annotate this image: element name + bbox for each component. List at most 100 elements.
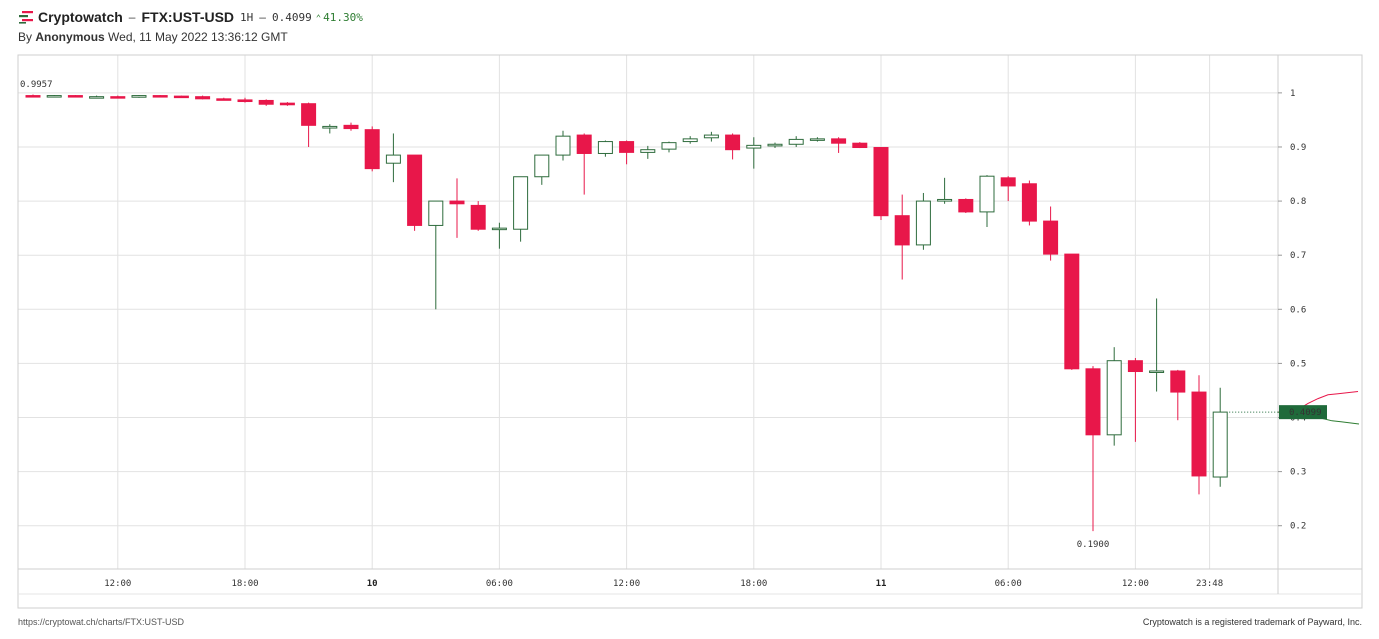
candle-down <box>343 122 359 131</box>
candle-body <box>237 99 253 103</box>
candle-up <box>385 133 401 183</box>
candle-down <box>237 97 253 103</box>
candle-up <box>979 175 995 228</box>
candle-body <box>1106 360 1122 436</box>
candle-up <box>597 140 613 157</box>
candle-up <box>937 177 953 204</box>
candle-down <box>831 137 847 153</box>
candle-up <box>534 154 550 185</box>
trademark-notice: Cryptowatch is a registered trademark of… <box>1142 617 1362 627</box>
candle-body <box>937 198 953 202</box>
candle-body <box>513 176 529 230</box>
candle-body <box>831 138 847 144</box>
candle-up <box>491 222 507 249</box>
y-tick-label: 0.5 <box>1290 359 1306 369</box>
price-change: ⌃ 41.30% <box>316 11 363 24</box>
y-tick-label: 0.3 <box>1290 468 1306 478</box>
candle-body <box>682 138 698 143</box>
candle-body <box>491 227 507 231</box>
candle-up <box>788 136 804 147</box>
low-price-label: 0.1900 <box>1077 540 1110 550</box>
candle-down <box>279 102 295 106</box>
brand-name[interactable]: Cryptowatch <box>38 9 123 25</box>
candle-down <box>619 140 635 165</box>
y-tick-label: 1 <box>1290 89 1295 99</box>
price-annotations: 0.9957 0.1900 0.4099 <box>20 80 1327 550</box>
candle-up <box>682 136 698 144</box>
x-tick-label: 23:48 <box>1196 579 1223 589</box>
candle-body <box>89 96 105 99</box>
candle-body <box>915 200 931 246</box>
candle-body <box>428 200 444 226</box>
up-caret-icon: ⌃ <box>315 13 322 24</box>
candle-down <box>110 95 126 99</box>
x-tick-label: 06:00 <box>995 579 1022 589</box>
candle-up <box>1149 298 1165 392</box>
candle-up <box>767 142 783 149</box>
candle-down <box>67 95 83 98</box>
last-price-tag-label: 0.4099 <box>1289 408 1322 418</box>
candle-body <box>216 98 232 101</box>
candle-up <box>915 192 931 250</box>
last-price-tag <box>1279 405 1327 420</box>
chart-header: Cryptowatch – FTX:UST-USD 1H – 0.4099 ⌃ 4… <box>18 8 1358 48</box>
candles <box>25 94 1228 532</box>
candle-body <box>576 134 592 154</box>
chart-frame <box>17 54 1363 609</box>
byline: By Anonymous Wed, 11 May 2022 13:36:12 G… <box>18 30 288 44</box>
candle-body <box>1064 253 1080 370</box>
candle-up <box>131 95 147 98</box>
y-tick-label: 0.6 <box>1290 305 1306 315</box>
author-name: Anonymous <box>35 30 105 44</box>
candle-up <box>513 176 529 242</box>
candle-up <box>1212 387 1228 487</box>
candle-up <box>428 200 444 310</box>
y-tick-label: 0.2 <box>1290 522 1306 532</box>
candle-down <box>173 95 189 99</box>
candle-body <box>640 149 656 153</box>
candle-body <box>46 95 62 98</box>
candle-body <box>1212 411 1228 478</box>
y-tick-label: 0.7 <box>1290 251 1306 261</box>
candle-up <box>1106 347 1122 446</box>
candle-body <box>788 138 804 145</box>
candle-up <box>746 137 762 169</box>
candle-body <box>301 103 317 126</box>
candle-down <box>1085 366 1101 532</box>
candle-down <box>470 201 486 231</box>
market-pair: FTX:UST-USD <box>141 9 235 25</box>
candle-up <box>555 130 571 161</box>
candle-body <box>1043 220 1059 255</box>
by-prefix: By <box>18 30 33 44</box>
candle-body <box>1170 370 1186 393</box>
x-tick-label: 12:00 <box>104 579 131 589</box>
candle-body <box>725 134 741 151</box>
candle-body <box>767 143 783 147</box>
cryptowatch-logo-icon[interactable] <box>18 10 34 24</box>
candle-down <box>1043 206 1059 261</box>
candle-body <box>173 95 189 99</box>
candle-body <box>1085 368 1101 436</box>
candle-body <box>470 204 486 230</box>
candle-body <box>746 144 762 149</box>
candle-down <box>364 126 380 172</box>
candle-down <box>301 102 317 147</box>
snapshot-timestamp: Wed, 11 May 2022 13:36:12 GMT <box>108 30 288 44</box>
candle-body <box>1127 360 1143 373</box>
candle-down <box>25 94 41 98</box>
candle-body <box>619 141 635 153</box>
candle-up <box>661 141 677 153</box>
candle-body <box>322 125 338 129</box>
chart-url[interactable]: https://cryptowat.ch/charts/FTX:UST-USD <box>18 617 185 627</box>
candle-down <box>1064 253 1080 370</box>
candle-body <box>555 135 571 156</box>
candle-body <box>279 102 295 106</box>
last-price: 0.4099 <box>271 10 312 24</box>
candle-body <box>1000 177 1016 187</box>
x-tick-label: 12:00 <box>1122 579 1149 589</box>
grid-lines <box>18 55 1278 569</box>
candle-body <box>979 175 995 213</box>
candle-down <box>216 97 232 101</box>
y-tick-label: 0.9 <box>1290 143 1306 153</box>
